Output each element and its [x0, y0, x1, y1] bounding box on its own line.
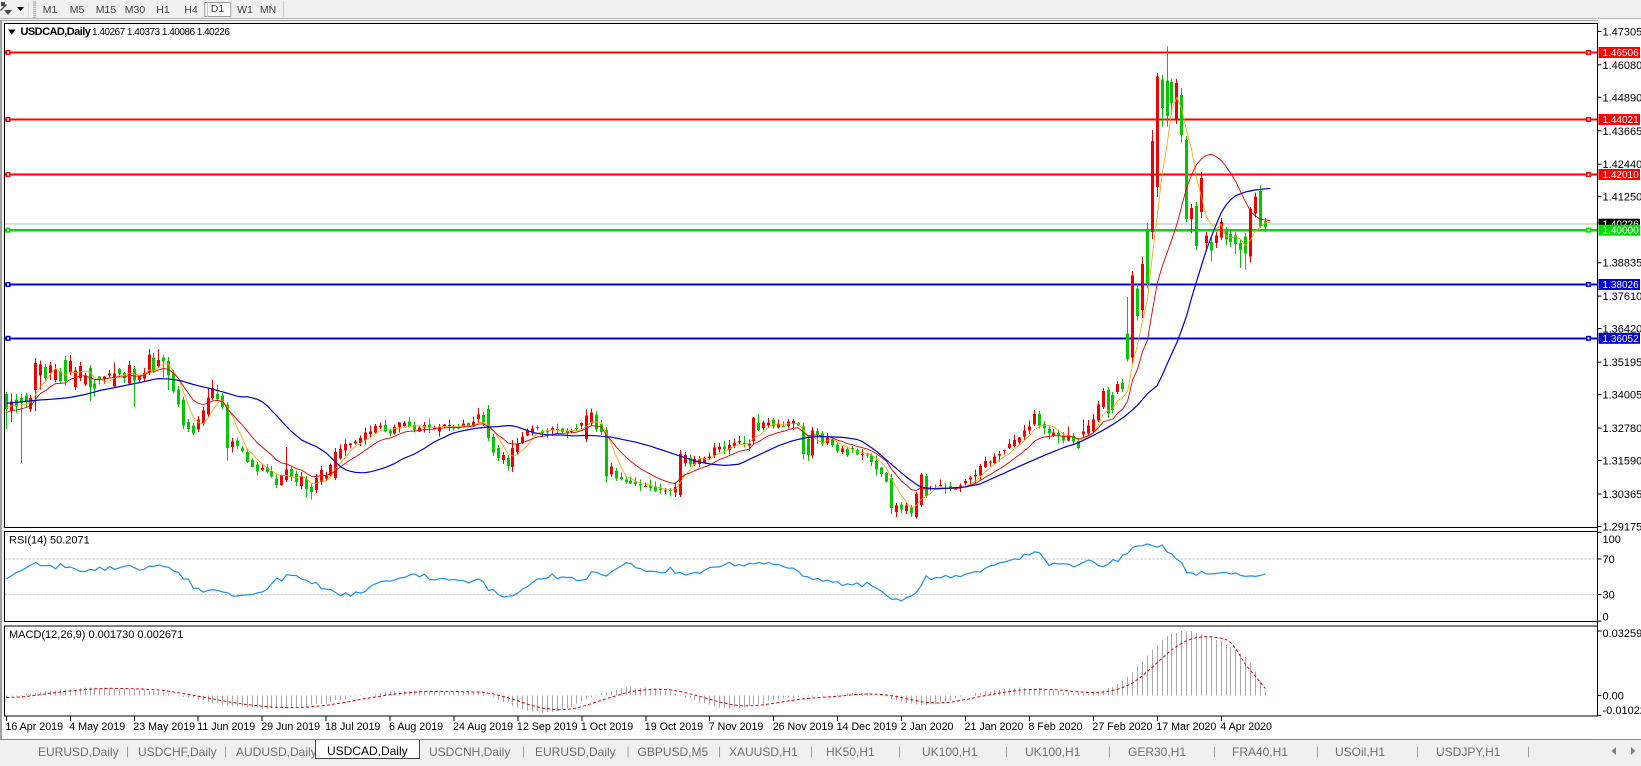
svg-text:1.36052: 1.36052 — [1603, 334, 1640, 345]
svg-text:27 Feb 2020: 27 Feb 2020 — [1092, 721, 1152, 733]
svg-text:RSI(14) 50.2071: RSI(14) 50.2071 — [9, 535, 90, 547]
svg-text:6 Aug 2019: 6 Aug 2019 — [389, 721, 443, 733]
svg-text:30: 30 — [1603, 590, 1615, 602]
svg-text:4 Apr 2020: 4 Apr 2020 — [1220, 721, 1272, 733]
svg-text:2 Jan 2020: 2 Jan 2020 — [901, 721, 954, 733]
svg-text:0.032595: 0.032595 — [1603, 628, 1641, 640]
svg-text:MACD(12,26,9) 0.001730 0.00267: MACD(12,26,9) 0.001730 0.002671 — [9, 629, 183, 641]
svg-text:0.00: 0.00 — [1603, 691, 1624, 703]
svg-text:1.31590: 1.31590 — [1603, 456, 1641, 468]
svg-text:-0.010227: -0.010227 — [1603, 705, 1641, 717]
svg-text:1.40267 1.40373 1.40086 1.4022: 1.40267 1.40373 1.40086 1.40226 — [92, 27, 230, 38]
svg-text:1.41250: 1.41250 — [1603, 192, 1641, 204]
svg-text:29 Jun 2019: 29 Jun 2019 — [261, 721, 320, 733]
svg-text:1.29175: 1.29175 — [1603, 522, 1641, 534]
svg-text:17 Mar 2020: 17 Mar 2020 — [1156, 721, 1216, 733]
svg-text:1.38026: 1.38026 — [1603, 280, 1640, 291]
svg-text:16 Apr 2019: 16 Apr 2019 — [5, 721, 63, 733]
svg-text:14 Dec 2019: 14 Dec 2019 — [837, 721, 898, 733]
svg-text:12 Sep 2019: 12 Sep 2019 — [517, 721, 578, 733]
svg-text:1.38835: 1.38835 — [1603, 258, 1641, 270]
svg-text:USDCAD,Daily: USDCAD,Daily — [21, 26, 92, 38]
svg-text:18 Jul 2019: 18 Jul 2019 — [325, 721, 380, 733]
svg-text:24 Aug 2019: 24 Aug 2019 — [453, 721, 513, 733]
svg-text:1.44890: 1.44890 — [1603, 92, 1641, 104]
svg-text:1.44021: 1.44021 — [1603, 115, 1640, 126]
svg-text:1.42010: 1.42010 — [1603, 170, 1640, 181]
svg-text:1.32780: 1.32780 — [1603, 423, 1641, 435]
svg-text:26 Nov 2019: 26 Nov 2019 — [773, 721, 834, 733]
svg-text:1.43665: 1.43665 — [1603, 126, 1641, 138]
svg-text:19 Oct 2019: 19 Oct 2019 — [645, 721, 703, 733]
svg-text:0: 0 — [1603, 612, 1609, 624]
svg-text:1.34005: 1.34005 — [1603, 390, 1641, 402]
svg-text:7 Nov 2019: 7 Nov 2019 — [709, 721, 764, 733]
svg-text:11 Jun 2019: 11 Jun 2019 — [197, 721, 255, 733]
svg-text:23 May 2019: 23 May 2019 — [133, 721, 195, 733]
svg-text:1.30365: 1.30365 — [1603, 489, 1641, 501]
svg-text:1 Oct 2019: 1 Oct 2019 — [581, 721, 633, 733]
svg-text:21 Jan 2020: 21 Jan 2020 — [965, 721, 1024, 733]
svg-text:1.47305: 1.47305 — [1603, 26, 1641, 38]
svg-text:8 Feb 2020: 8 Feb 2020 — [1028, 721, 1082, 733]
svg-text:1.37610: 1.37610 — [1603, 291, 1641, 303]
svg-text:1.40000: 1.40000 — [1603, 226, 1640, 237]
svg-text:4 May 2019: 4 May 2019 — [69, 721, 125, 733]
svg-text:1.46080: 1.46080 — [1603, 60, 1641, 72]
svg-text:100: 100 — [1603, 534, 1621, 546]
svg-text:70: 70 — [1603, 554, 1615, 566]
svg-text:1.35195: 1.35195 — [1603, 357, 1641, 369]
svg-text:1.46506: 1.46506 — [1603, 48, 1640, 59]
